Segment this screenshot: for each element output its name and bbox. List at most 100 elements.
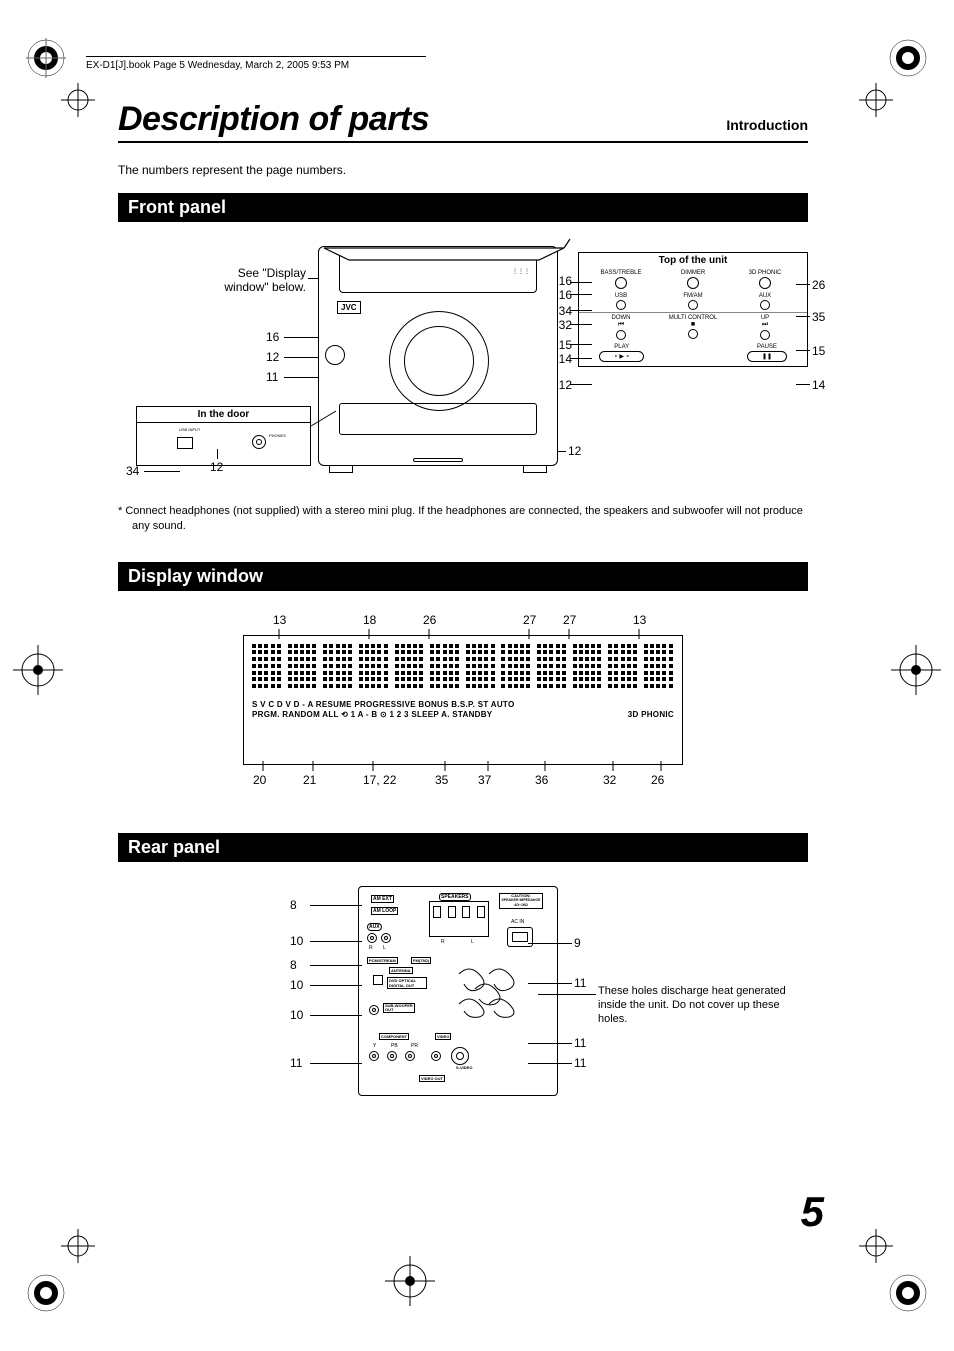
aux-label: AUX [367, 923, 382, 931]
speakers-label: SPEAKERS [439, 893, 471, 901]
dot-char [359, 644, 389, 690]
label-bass-treble: BASS/TREBLE [600, 270, 641, 276]
knob-icon [687, 277, 699, 289]
cline [796, 316, 810, 317]
knob-icon [688, 300, 698, 310]
top-num: 34 [559, 304, 572, 318]
l-label-2: L [471, 939, 474, 945]
top-num: 32 [559, 318, 572, 332]
callout-12-door: 12 [210, 460, 223, 474]
indicator-line-2-left: PRGM. RANDOM ALL ⟲ 1 A - B ⊙ 1 2 3 SLEEP… [252, 710, 492, 720]
top-num: 14 [559, 352, 572, 366]
subwoofer-jack [369, 1005, 379, 1015]
pb-label: PB [391, 1043, 398, 1049]
rear-left-callout: 10 [290, 934, 303, 948]
unit-door [339, 403, 537, 435]
cline [796, 350, 810, 351]
prev-icon: ⏮ [618, 321, 624, 329]
callout-12: 12 [266, 350, 279, 364]
knob-icon [615, 277, 627, 289]
display-bottom-num: 21 [303, 773, 316, 787]
callout-line [310, 985, 362, 986]
indicator-line-1: S V C D V D - A RESUME PROGRESSIVE BONUS… [252, 700, 674, 710]
usb-label: USB INPUT [179, 427, 200, 432]
cline [570, 324, 592, 325]
display-bottom-num: 35 [435, 773, 448, 787]
heat-note-line [538, 994, 596, 995]
pb-jack [387, 1051, 397, 1061]
top-num: 15 [559, 338, 572, 352]
rear-right-callout: 9 [574, 936, 581, 950]
acin-label: AC IN [511, 919, 524, 925]
aux-jack-r [367, 933, 377, 943]
door-leader [308, 401, 348, 441]
dot-char [501, 644, 531, 690]
inner-mark-tl [58, 80, 98, 125]
display-window-diagram: 131826272713 S V C D V D - A RESUME PROG… [118, 605, 808, 805]
callout-line-v [217, 449, 218, 459]
unit-body: ⋮⋮⋮ JVC [318, 246, 558, 466]
inner-mark-bl [58, 1226, 98, 1271]
fm75-label: FM(75Ω) [411, 957, 431, 964]
display-bottom-num: 17, 22 [363, 773, 396, 787]
rear-left-callout: 8 [290, 898, 297, 912]
jvc-logo: JVC [337, 301, 361, 314]
antenna-label: ANTENNA [389, 967, 413, 974]
top-row-1: BASS/TREBLE DIMMER 3D PHONIC [579, 268, 807, 291]
label-3dphonic: 3D PHONIC [749, 270, 782, 276]
usb-port-icon [177, 437, 193, 449]
inner-mark-tr [856, 80, 896, 125]
display-bottom-num: 37 [478, 773, 491, 787]
svideo-label: S-VIDEO [455, 1065, 473, 1070]
callout-12-bottom: 12 [568, 444, 581, 458]
top-num: 16 [559, 274, 572, 288]
display-bottom-ticks [243, 761, 683, 775]
dot-char [573, 644, 603, 690]
knob-icon [759, 277, 771, 289]
top-num: 12 [559, 378, 572, 392]
front-panel-diagram: See "Display window" below. 16 12 11 12 … [118, 236, 808, 496]
am-loop-label: AM LOOP [371, 907, 398, 915]
display-bottom-num: 36 [535, 773, 548, 787]
rear-left-callout: 10 [290, 1008, 303, 1022]
dot-char [608, 644, 638, 690]
callout-line [528, 1043, 572, 1044]
callout-34: 34 [126, 464, 139, 478]
display-bottom-num: 20 [253, 773, 266, 787]
heading-rear-panel: Rear panel [118, 833, 808, 862]
label-aux: AUX [759, 293, 771, 299]
power-button [325, 345, 345, 365]
top-num-r: 15 [812, 344, 825, 358]
knob-icon [760, 300, 770, 310]
y-jack [369, 1051, 379, 1061]
callout-16: 16 [266, 330, 279, 344]
crop-mark-br [878, 1263, 938, 1323]
callout-line [528, 983, 572, 984]
door-detail-box: In the door USB INPUT PHONES [136, 406, 311, 466]
rear-right-callout: 11 [574, 976, 586, 990]
dot-matrix [252, 644, 674, 690]
cline [570, 310, 592, 311]
video-jack [431, 1051, 441, 1061]
crop-mark-bl [16, 1263, 76, 1323]
page-header-breadcrumb: EX-D1[J].book Page 5 Wednesday, March 2,… [86, 56, 426, 71]
rear-unit-body: AM EXT AM LOOP AUX R L SPEAKERS R L C [358, 886, 558, 1096]
callout-line [310, 965, 362, 966]
top-flap [314, 236, 574, 266]
r-label: R [369, 945, 373, 951]
dot-char [323, 644, 353, 690]
pause-button-icon: ❚❚ [747, 351, 787, 362]
vent-holes-icon [449, 959, 529, 1019]
top-row-3: DOWN⏮ MULTI CONTROL■ UP⏭ [579, 312, 807, 342]
crop-mark-tl [16, 28, 76, 88]
intro-text: The numbers represent the page numbers. [118, 163, 808, 177]
acin-socket [507, 927, 533, 947]
cline [796, 284, 810, 285]
display-bottom-num: 26 [651, 773, 664, 787]
play-button-icon: ∘ ▶ ∘ [599, 351, 644, 362]
cline [570, 384, 592, 385]
section-label: Introduction [726, 117, 808, 133]
callout-line [310, 1015, 362, 1016]
top-num-r: 14 [812, 378, 825, 392]
foot-left [329, 465, 353, 473]
